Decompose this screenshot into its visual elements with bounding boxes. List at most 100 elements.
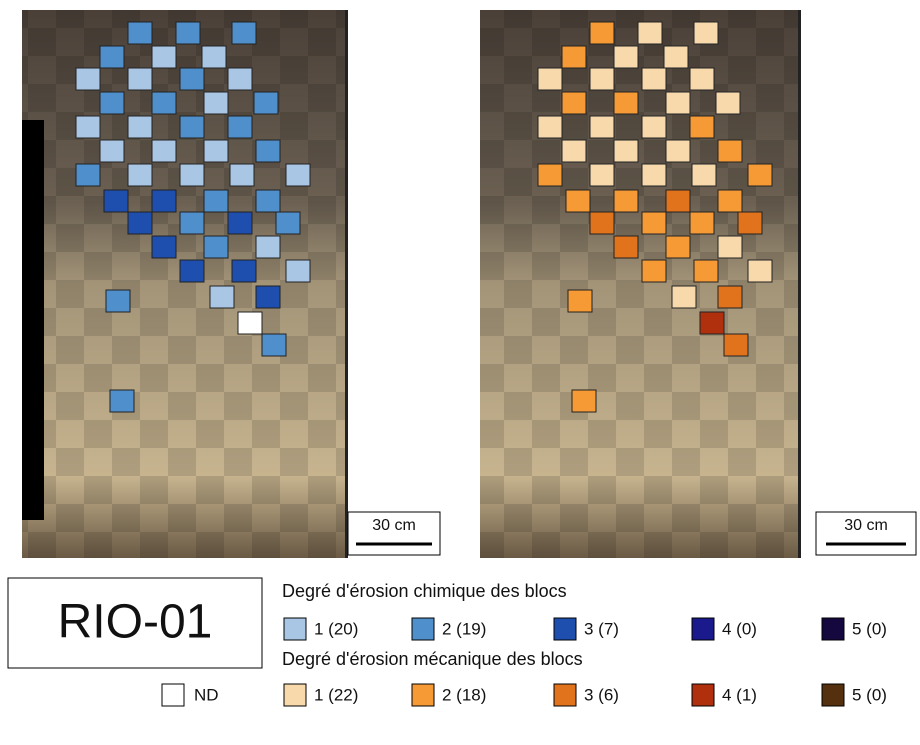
legend-label: 1 (20)	[314, 619, 358, 638]
block-mechanical	[589, 21, 615, 45]
block-chemical	[151, 235, 177, 259]
site-box	[7, 577, 263, 669]
block-chemical	[285, 259, 311, 283]
legend-swatch	[161, 683, 185, 707]
block-chemical	[179, 67, 205, 91]
block-mechanical	[717, 285, 743, 309]
block-mechanical	[641, 67, 667, 91]
block-chemical	[203, 235, 229, 259]
legend-label: ND	[194, 685, 219, 704]
block-chemical	[179, 163, 205, 187]
block-mechanical	[717, 139, 743, 163]
block-mechanical	[571, 389, 597, 413]
block-chemical	[127, 115, 153, 139]
block-mechanical	[663, 45, 689, 69]
legend-label: 3 (6)	[584, 685, 619, 704]
legend-label: 3 (7)	[584, 619, 619, 638]
block-chemical	[227, 211, 253, 235]
block-mechanical	[641, 115, 667, 139]
block-mechanical	[641, 163, 667, 187]
legend-title: Degré d'érosion chimique des blocs	[282, 581, 567, 601]
photo-left	[22, 10, 348, 558]
block-mechanical	[589, 163, 615, 187]
block-mechanical	[641, 211, 667, 235]
block-mechanical	[589, 67, 615, 91]
block-mechanical	[691, 163, 717, 187]
block-mechanical	[613, 235, 639, 259]
block-mechanical	[613, 91, 639, 115]
site-code: RIO-01	[58, 596, 213, 649]
legend-swatch	[821, 617, 845, 641]
block-chemical	[255, 189, 281, 213]
block-chemical	[237, 311, 263, 335]
block-chemical	[151, 189, 177, 213]
block-mechanical	[637, 21, 663, 45]
block-chemical	[75, 67, 101, 91]
block-chemical	[175, 21, 201, 45]
block-mechanical	[561, 45, 587, 69]
block-mechanical	[689, 211, 715, 235]
legend-label: 2 (19)	[442, 619, 486, 638]
block-chemical	[227, 67, 253, 91]
block-chemical	[179, 259, 205, 283]
block-chemical	[227, 115, 253, 139]
block-chemical	[275, 211, 301, 235]
block-chemical	[231, 259, 257, 283]
block-mechanical	[665, 91, 691, 115]
block-mechanical	[699, 311, 725, 335]
legend-swatch	[821, 683, 845, 707]
legend-label: 4 (0)	[722, 619, 757, 638]
block-mechanical	[671, 285, 697, 309]
block-mechanical	[613, 139, 639, 163]
block-chemical	[179, 211, 205, 235]
photo-right	[480, 10, 801, 558]
block-chemical	[253, 91, 279, 115]
block-mechanical	[665, 139, 691, 163]
block-mechanical	[715, 91, 741, 115]
block-chemical	[151, 91, 177, 115]
block-chemical	[75, 115, 101, 139]
block-chemical	[229, 163, 255, 187]
block-chemical	[179, 115, 205, 139]
block-chemical	[209, 285, 235, 309]
legend-swatch	[691, 617, 715, 641]
block-mechanical	[747, 163, 773, 187]
block-mechanical	[689, 115, 715, 139]
block-mechanical	[537, 115, 563, 139]
block-chemical	[127, 211, 153, 235]
block-chemical	[261, 333, 287, 357]
block-chemical	[203, 91, 229, 115]
block-chemical	[203, 139, 229, 163]
block-chemical	[285, 163, 311, 187]
block-mechanical	[561, 139, 587, 163]
legend-swatch	[691, 683, 715, 707]
block-chemical	[99, 139, 125, 163]
block-mechanical	[693, 259, 719, 283]
legend-swatch	[411, 683, 435, 707]
scale-right: 30 cm	[815, 511, 917, 556]
block-mechanical	[613, 45, 639, 69]
legend-swatch	[553, 617, 577, 641]
legend-title: Degré d'érosion mécanique des blocs	[282, 649, 583, 669]
block-chemical	[127, 67, 153, 91]
block-mechanical	[689, 67, 715, 91]
block-mechanical	[567, 289, 593, 313]
legend-label: 5 (0)	[852, 619, 887, 638]
block-mechanical	[613, 189, 639, 213]
block-chemical	[99, 91, 125, 115]
block-chemical	[127, 21, 153, 45]
block-chemical	[105, 289, 131, 313]
scale-label: 30 cm	[844, 517, 888, 534]
block-mechanical	[537, 67, 563, 91]
block-mechanical	[537, 163, 563, 187]
block-mechanical	[693, 21, 719, 45]
block-mechanical	[589, 115, 615, 139]
legend-swatch	[283, 617, 307, 641]
block-mechanical	[717, 189, 743, 213]
block-chemical	[127, 163, 153, 187]
legend-swatch	[411, 617, 435, 641]
block-chemical	[255, 139, 281, 163]
block-mechanical	[561, 91, 587, 115]
legend-label: 2 (18)	[442, 685, 486, 704]
legend-swatch	[553, 683, 577, 707]
